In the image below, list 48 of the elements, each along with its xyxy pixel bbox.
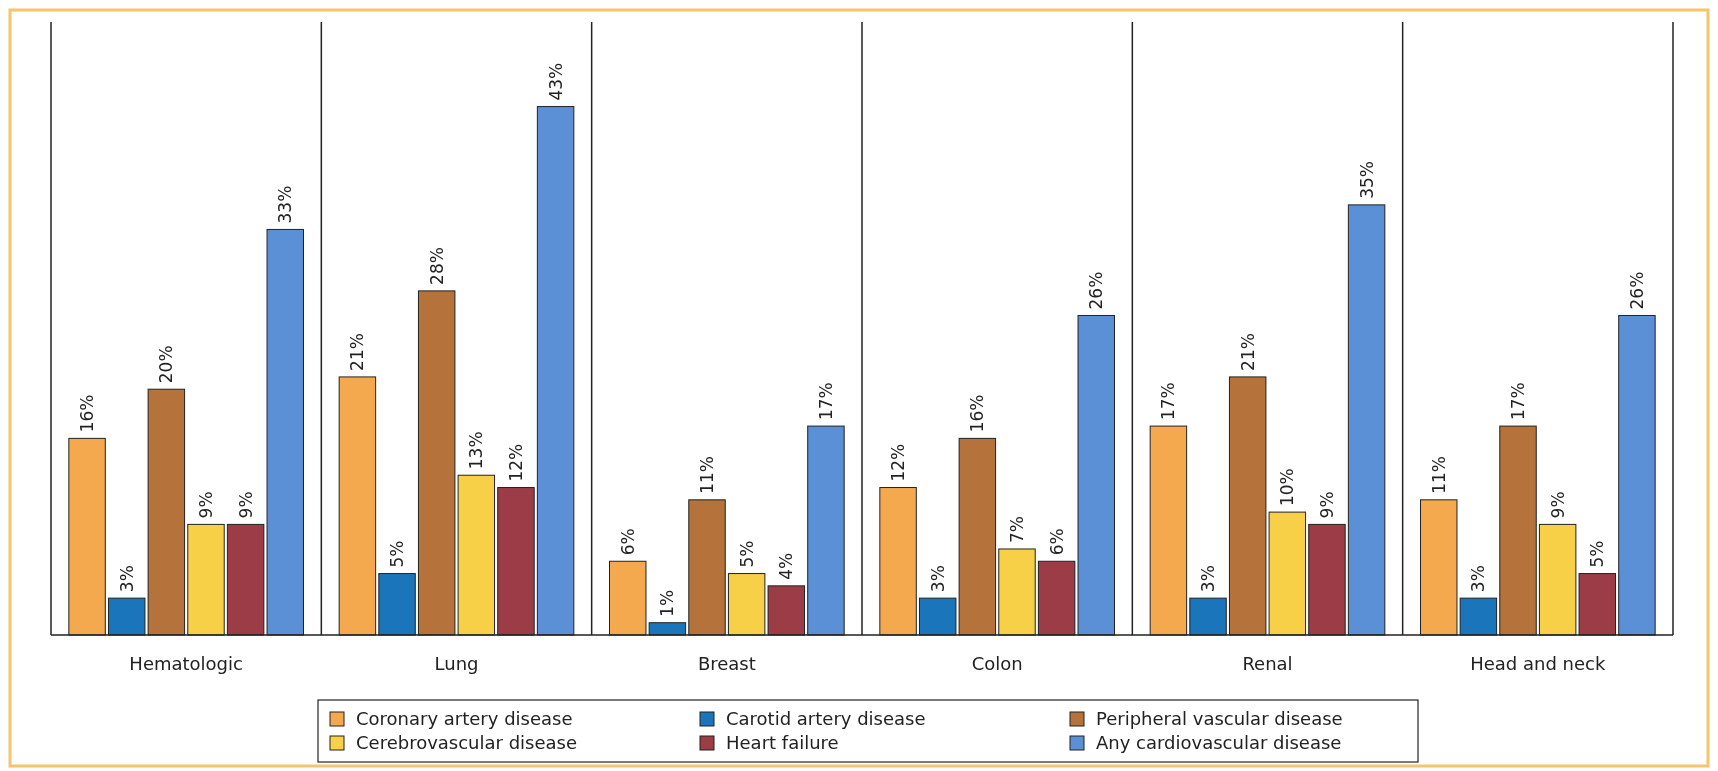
data-label: 7% [1006,515,1027,543]
data-label: 16% [77,394,98,433]
data-label: 11% [697,456,718,494]
legend-label: Heart failure [726,732,839,753]
data-label: 3% [116,565,137,593]
data-label: 26% [1626,271,1647,310]
legend-label: Cerebrovascular disease [356,732,578,753]
data-label: 3% [927,565,948,593]
data-label: 9% [195,491,216,519]
data-label: 17% [815,382,836,421]
data-label: 9% [1547,491,1568,519]
data-label: 21% [1237,333,1258,371]
x-tick-label: Head and neck [1470,653,1606,674]
data-label: 3% [1198,565,1219,593]
data-label: 1% [657,589,678,617]
data-label: 3% [1468,565,1489,593]
data-label: 4% [776,552,797,580]
legend-label: Peripheral vascular disease [1096,708,1343,729]
x-tick-label: Hematologic [129,653,243,674]
legend-label: Carotid artery disease [726,708,926,729]
data-label: 33% [275,185,296,224]
data-label: 11% [1428,456,1449,494]
data-label: 43% [545,62,566,101]
x-tick-label: Lung [434,653,479,674]
x-tick-label: Breast [697,653,756,674]
data-label: 16% [967,394,988,433]
data-label: 17% [1158,382,1179,421]
legend-label: Any cardiovascular disease [1096,732,1342,753]
data-label: 21% [347,333,368,371]
data-label: 17% [1508,382,1529,421]
data-label: 12% [505,443,526,482]
data-label: 10% [1277,468,1298,507]
data-label: 35% [1356,161,1377,199]
x-tick-label: Renal [1242,653,1293,674]
data-label: 5% [387,540,408,568]
data-label: 13% [466,431,487,470]
data-label: 12% [888,443,909,482]
legend-label: Coronary artery disease [356,708,573,729]
data-label: 20% [156,345,177,384]
data-label: 28% [426,247,447,285]
data-label: 6% [617,528,638,556]
data-label: 6% [1046,528,1067,556]
data-label: 5% [1587,540,1608,568]
data-label: 26% [1086,271,1107,310]
data-label: 9% [235,491,256,519]
x-tick-label: Colon [971,653,1023,674]
data-label: 5% [736,540,757,568]
data-label: 9% [1316,491,1337,519]
